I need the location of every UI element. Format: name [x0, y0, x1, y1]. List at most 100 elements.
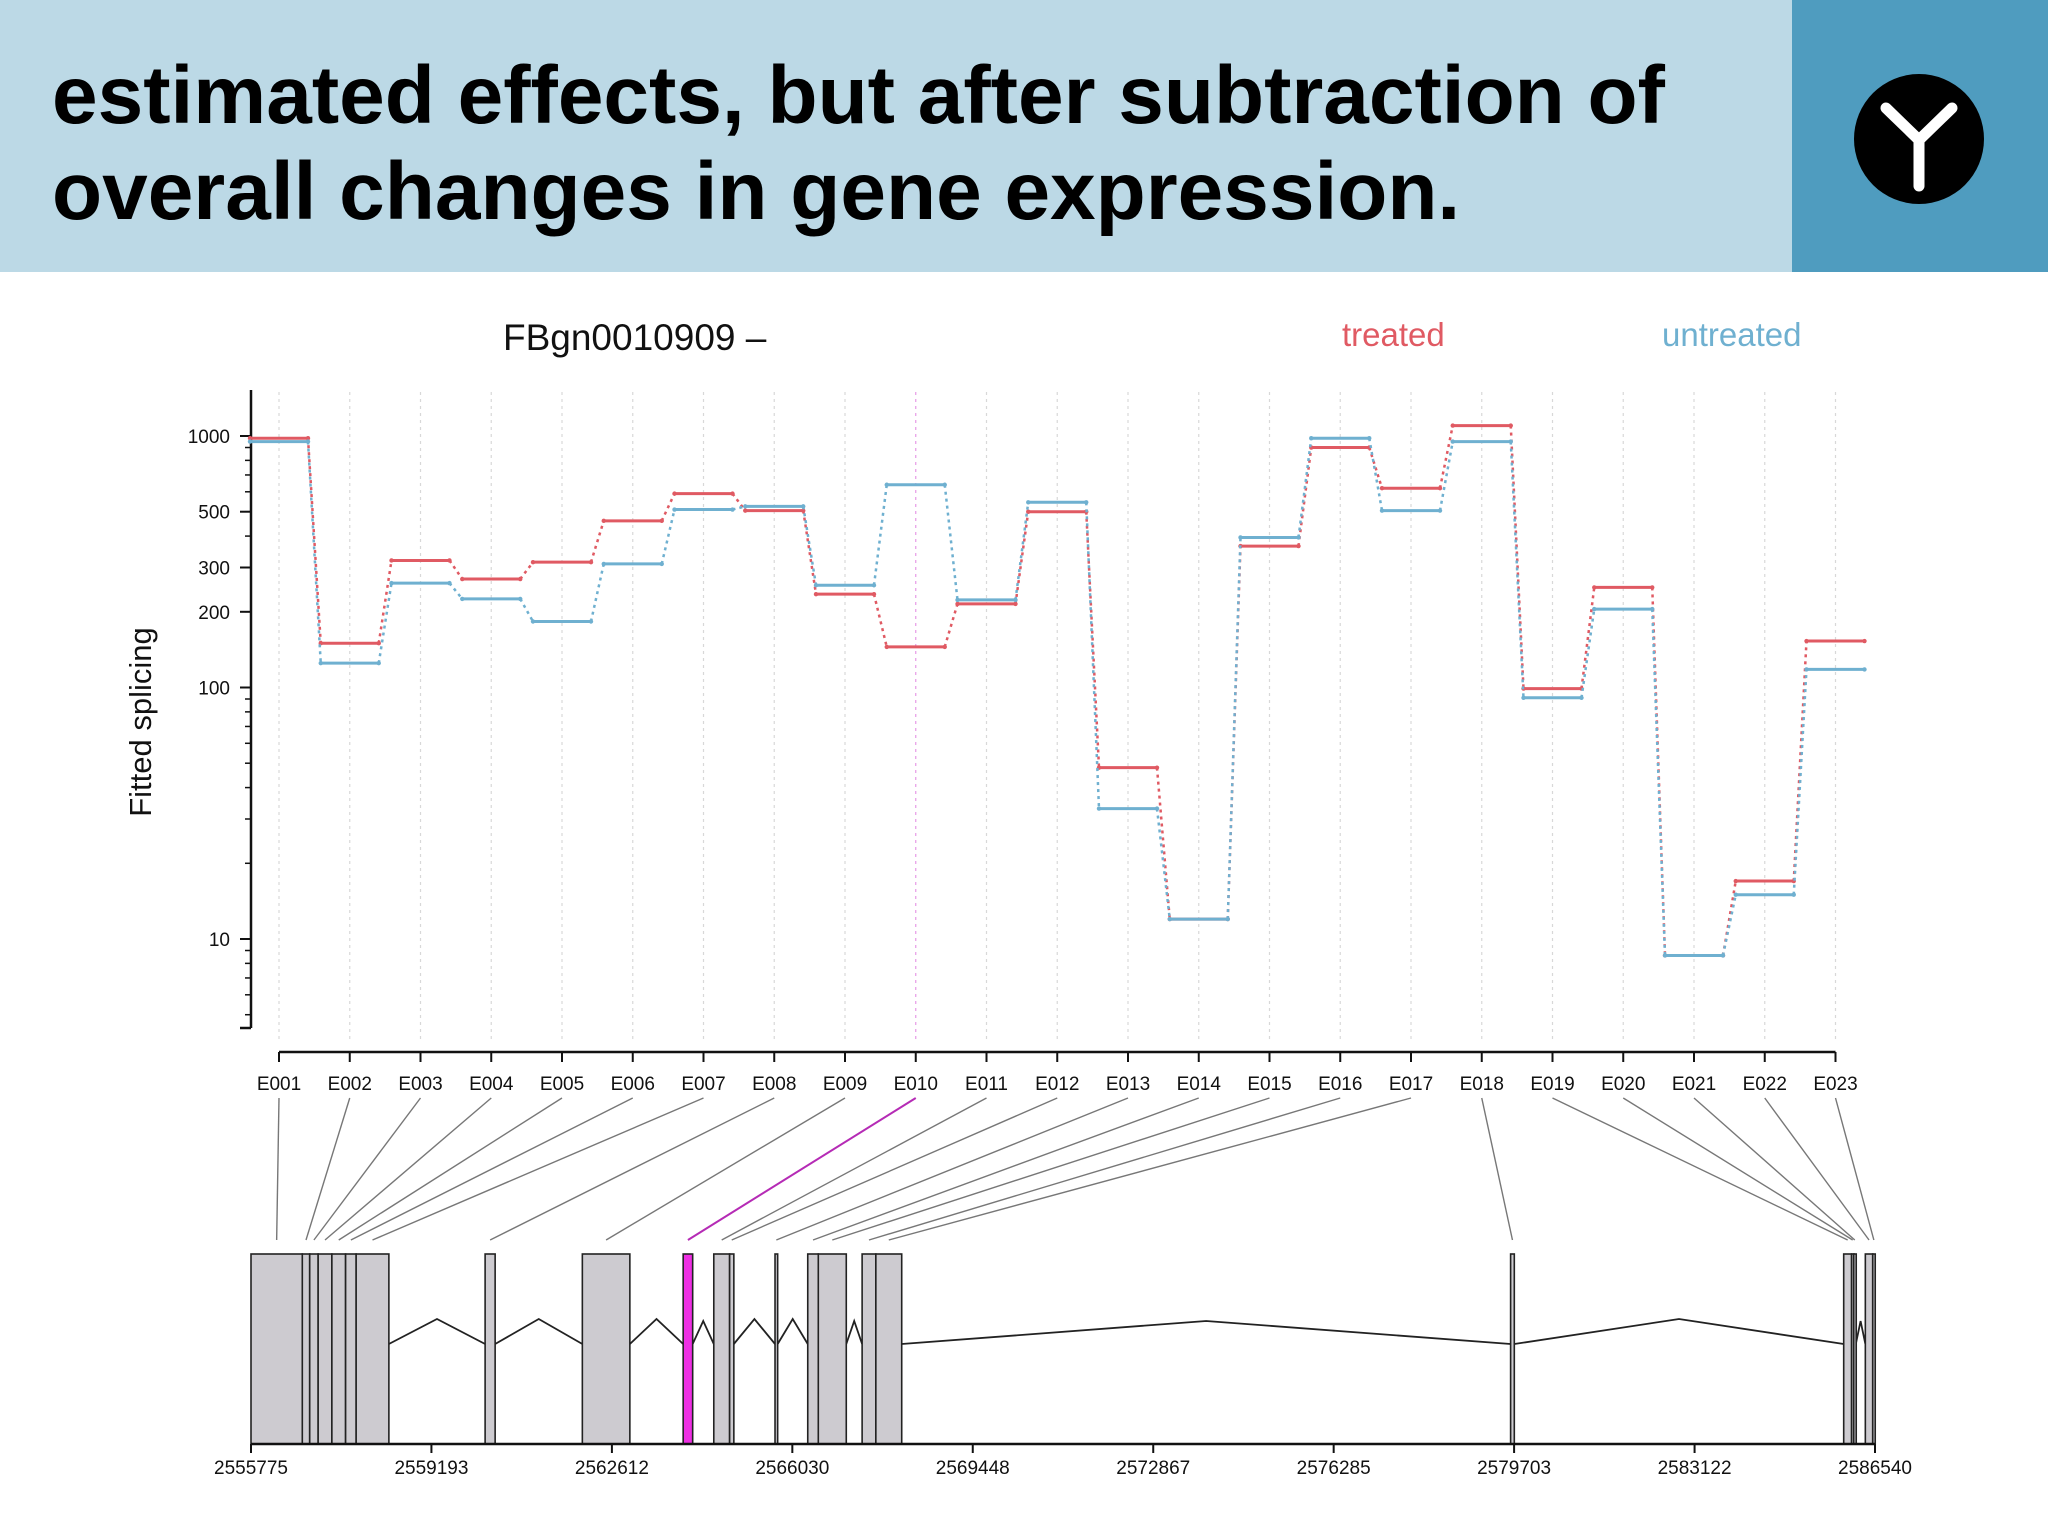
series-untreated	[247, 436, 1867, 958]
exon-box	[355, 1253, 390, 1445]
exon-connector	[1622, 1097, 1854, 1241]
chart-title: FBgn0010909 –	[503, 317, 767, 358]
gene-model	[250, 1253, 1877, 1445]
data-point	[1862, 638, 1867, 644]
data-connector	[802, 510, 818, 595]
exon-connector	[1834, 1097, 1875, 1241]
data-connector	[732, 505, 746, 511]
coord-tick-label: 2579703	[1477, 1458, 1551, 1479]
x-axis: E001 E002 E003 E004 E005 E006 E007 E008 E009 E010…	[257, 1050, 1858, 1095]
exon-box	[1864, 1253, 1874, 1445]
exon-label-e017: E017	[1389, 1074, 1433, 1095]
data-connector	[943, 484, 959, 601]
data-point	[389, 580, 394, 586]
exon-label-e016: E016	[1318, 1074, 1362, 1095]
exon-connector	[605, 1097, 846, 1241]
data-point	[1167, 916, 1172, 922]
data-point	[318, 660, 323, 666]
exon-label-e019: E019	[1530, 1074, 1574, 1095]
intron-line	[733, 1317, 776, 1345]
exon-box	[1852, 1253, 1858, 1445]
exon-label-e003: E003	[398, 1074, 442, 1095]
exon-connector	[832, 1097, 1270, 1241]
data-point	[1804, 638, 1809, 644]
exon-box	[250, 1253, 304, 1445]
exon-connector	[731, 1097, 1058, 1241]
exon-label-e008: E008	[752, 1074, 796, 1095]
intron-line	[901, 1320, 1511, 1345]
data-point	[884, 482, 889, 487]
exon-connector	[305, 1097, 351, 1241]
exon-label-e005: E005	[540, 1074, 584, 1095]
exon-connector	[489, 1097, 775, 1241]
data-connector	[1155, 767, 1171, 920]
data-point	[955, 597, 960, 603]
y-tick-label: 300	[198, 559, 230, 580]
exon-box	[301, 1253, 311, 1445]
exon-label-e001: E001	[257, 1074, 301, 1095]
y-tick-label: 1000	[188, 427, 230, 448]
y-tick-label: 100	[198, 679, 230, 700]
exon-connector	[372, 1097, 704, 1241]
data-connector	[1297, 447, 1313, 547]
exon-connector	[324, 1097, 492, 1241]
data-connector	[1580, 587, 1596, 689]
data-connector	[1509, 441, 1525, 698]
exon-box	[317, 1253, 333, 1445]
exon-label-e007: E007	[681, 1074, 725, 1095]
intron-line	[845, 1318, 863, 1345]
data-point	[601, 561, 606, 567]
coord-tick-label: 2569448	[936, 1458, 1010, 1479]
data-point	[1662, 953, 1668, 958]
exon-connector	[313, 1097, 422, 1241]
data-point	[1592, 585, 1597, 590]
data-connector	[589, 520, 605, 563]
data-connector	[1297, 438, 1313, 538]
coord-axis: 2555775 2559193 2562612 2566030 2569448 25728…	[214, 1442, 1912, 1479]
exon-connector	[1764, 1097, 1870, 1241]
exon-box	[806, 1253, 820, 1445]
data-connector	[377, 560, 393, 644]
y-tick-label: 500	[198, 503, 230, 524]
exon-box	[344, 1253, 357, 1445]
exon-label-e010: E010	[894, 1074, 938, 1095]
data-connector	[1014, 511, 1030, 605]
exon-label-e015: E015	[1247, 1074, 1291, 1095]
intron-line	[691, 1318, 715, 1345]
slide-header	[0, 0, 1792, 272]
data-point	[672, 507, 677, 512]
data-connector	[519, 598, 535, 623]
exon-box	[728, 1253, 735, 1445]
data-point	[247, 436, 253, 441]
coord-tick-label: 2559193	[394, 1458, 468, 1479]
exon-connector	[275, 1097, 280, 1241]
exon-label-e012: E012	[1035, 1074, 1079, 1095]
data-point	[1521, 695, 1526, 701]
y-axis: 10 100 200 300 500 1000	[188, 390, 253, 1030]
data-connector	[1085, 511, 1101, 768]
data-point	[1450, 423, 1455, 428]
slide-title-line-2: overall changes in gene expression.	[52, 146, 1461, 237]
series-lines	[247, 423, 1867, 958]
exon-label-e014: E014	[1177, 1074, 1222, 1095]
data-connector	[1438, 425, 1454, 489]
data-connector	[1155, 808, 1171, 920]
data-point	[813, 583, 819, 588]
data-connector	[1580, 608, 1596, 698]
coord-tick-label: 2572867	[1116, 1458, 1190, 1479]
data-point	[530, 559, 536, 565]
exon-box	[1509, 1253, 1516, 1445]
exon-connector	[721, 1097, 987, 1241]
intron-line	[1514, 1318, 1844, 1345]
legend-untreated: untreated	[1662, 316, 1801, 353]
coord-tick-label: 2586540	[1838, 1458, 1912, 1479]
data-point	[1379, 508, 1385, 513]
exon-box	[581, 1253, 631, 1445]
exon-box	[875, 1253, 903, 1445]
coord-tick-label: 2583122	[1658, 1458, 1732, 1479]
exon-connector	[1552, 1097, 1848, 1241]
data-connector	[1085, 502, 1101, 809]
intron-line	[629, 1317, 684, 1345]
slide-title: estimated effects, but after subtraction…	[52, 48, 1752, 240]
